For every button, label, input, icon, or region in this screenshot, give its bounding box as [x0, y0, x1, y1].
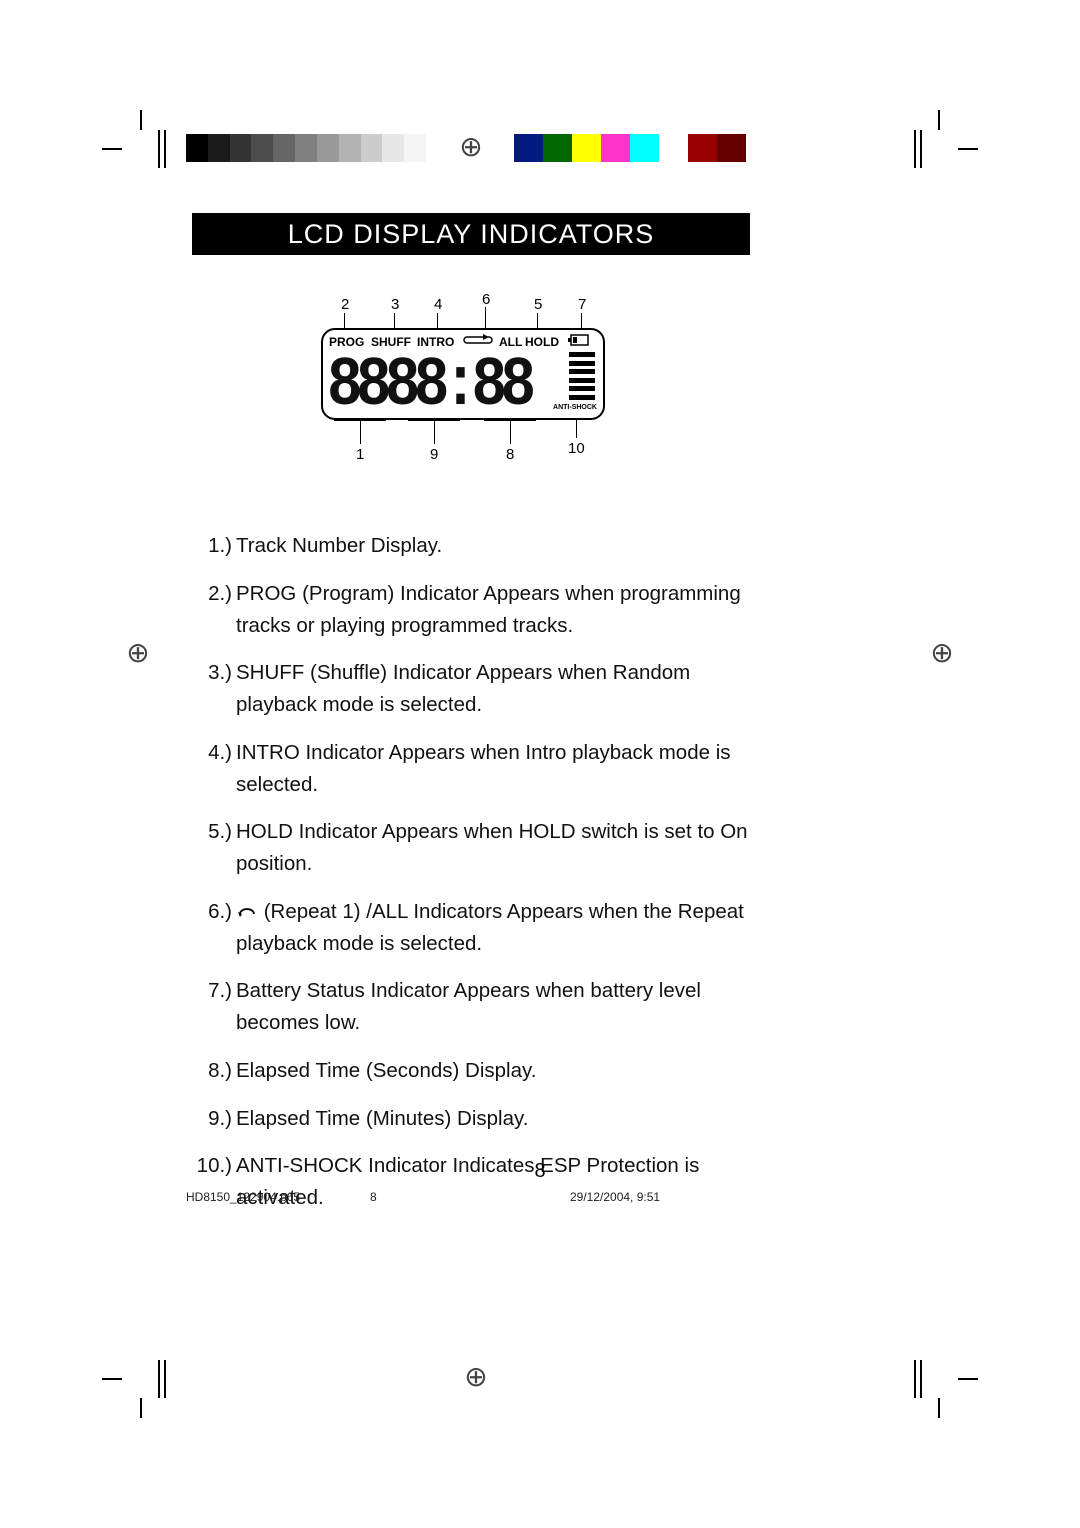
antishock-bars-icon	[569, 352, 595, 400]
lcd-label-hold: HOLD	[525, 335, 559, 349]
callout-10: 10	[568, 440, 585, 457]
list-item: 3.)SHUFF (Shuffle) Indicator Appears whe…	[186, 657, 752, 721]
grayscale-color-bar	[186, 134, 448, 162]
list-item: 2.)PROG (Program) Indicator Appears when…	[186, 578, 752, 642]
registration-target-icon: ⊕	[460, 1360, 492, 1392]
list-item: 6.) (Repeat 1) /ALL Indicators Appears w…	[186, 896, 752, 960]
crop-mark	[122, 130, 142, 150]
list-item: 7.)Battery Status Indicator Appears when…	[186, 975, 752, 1039]
registration-target-icon: ⊕	[455, 130, 487, 162]
callout-8: 8	[506, 446, 514, 463]
indicator-list: 1.)Track Number Display. 2.)PROG (Progra…	[186, 530, 752, 1230]
list-item: 1.)Track Number Display.	[186, 530, 752, 562]
lcd-panel: PROG SHUFF INTRO ALL HOLD 8888:88 ANTI-	[321, 328, 605, 420]
lcd-label-antishock: ANTI-SHOCK	[553, 404, 597, 411]
registration-target-icon: ⊕	[926, 636, 958, 668]
callout-4: 4	[434, 296, 442, 313]
list-item: 9.)Elapsed Time (Minutes) Display.	[186, 1103, 752, 1135]
crop-mark	[158, 1378, 178, 1398]
crop-mark	[938, 130, 958, 150]
page-number: 8	[0, 1160, 1080, 1183]
lcd-figure: 2 3 4 6 5 7 PROG SHUFF INTRO ALL HOLD	[316, 296, 616, 466]
crop-mark	[902, 1378, 922, 1398]
repeat-one-icon	[236, 898, 258, 930]
crop-mark	[122, 1378, 142, 1398]
list-item: 5.)HOLD Indicator Appears when HOLD swit…	[186, 816, 752, 880]
list-item: 8.)Elapsed Time (Seconds) Display.	[186, 1055, 752, 1087]
callout-5: 5	[534, 296, 542, 313]
footer-datetime: 29/12/2004, 9:51	[570, 1190, 660, 1204]
callout-1: 1	[356, 446, 364, 463]
footer-sheet: 8	[370, 1190, 377, 1204]
callout-7: 7	[578, 296, 586, 313]
callout-2: 2	[341, 296, 349, 313]
crop-mark	[938, 1378, 958, 1398]
battery-icon	[567, 333, 591, 352]
list-item: 4.)INTRO Indicator Appears when Intro pl…	[186, 737, 752, 801]
rgb-color-bar	[514, 134, 746, 162]
lcd-digits: 8888:88	[327, 352, 529, 422]
crop-mark	[902, 130, 922, 150]
section-title: LCD DISPLAY INDICATORS	[192, 213, 750, 255]
callout-6: 6	[482, 291, 490, 308]
crop-mark	[158, 130, 178, 150]
callout-3: 3	[391, 296, 399, 313]
footer-file: HD8150_122904.p65	[186, 1190, 300, 1204]
callout-9: 9	[430, 446, 438, 463]
registration-target-icon: ⊕	[122, 636, 154, 668]
